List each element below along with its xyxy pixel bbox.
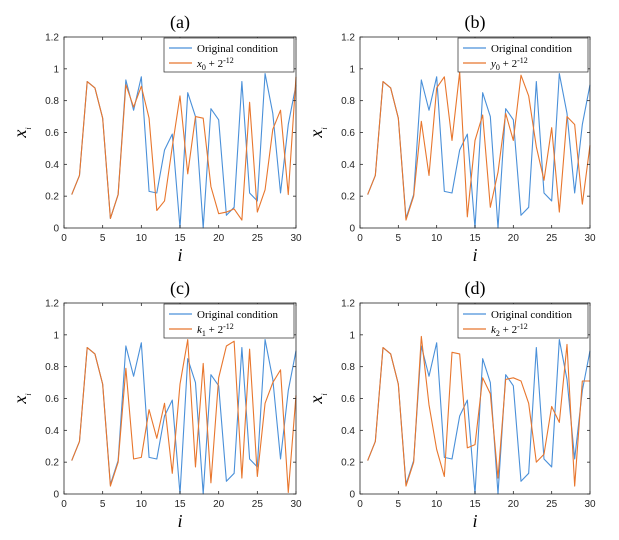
x-tick-label: 5	[100, 499, 106, 510]
y-tick-label: 1.2	[45, 33, 59, 44]
chart-panel-d: 0 5 10 15 20 25 30 0 0.2 0.4 0.6 0.8 1 1.2 (d) i xi Origi…	[306, 278, 596, 531]
y-tick-label: 0.4	[45, 426, 59, 437]
x-tick-label: 20	[213, 233, 225, 244]
y-tick-label: 1	[53, 64, 59, 75]
y-tick-label: 0.4	[45, 160, 59, 171]
y-tick-label: 0.8	[45, 96, 59, 107]
legend-label-original: Original condition	[491, 309, 572, 321]
x-tick-label: 0	[61, 233, 67, 244]
x-tick-label: 15	[469, 233, 481, 244]
x-tick-label: 10	[431, 499, 443, 510]
x-tick-label: 25	[252, 233, 264, 244]
x-tick-label: 0	[357, 499, 363, 510]
y-tick-label: 0.4	[341, 160, 355, 171]
x-tick-label: 15	[174, 499, 186, 510]
y-axis-label: xi	[10, 393, 33, 404]
panel-label: (d)	[465, 278, 486, 299]
y-tick-label: 0.4	[341, 426, 355, 437]
y-axis-label: xi	[306, 127, 329, 138]
x-tick-label: 10	[431, 233, 443, 244]
x-tick-label: 30	[584, 233, 596, 244]
legend-label-perturbed: x0 + 2-12	[196, 56, 234, 72]
y-tick-label: 0	[349, 224, 355, 235]
x-tick-label: 0	[61, 499, 67, 510]
x-tick-label: 30	[290, 233, 302, 244]
panel-label: (a)	[170, 12, 190, 33]
y-tick-label: 0	[349, 490, 355, 501]
x-tick-label: 20	[213, 499, 225, 510]
y-tick-label: 0.6	[341, 394, 355, 405]
series-line-perturbed	[367, 335, 590, 487]
x-tick-label: 5	[396, 499, 402, 510]
x-tick-label: 20	[508, 233, 520, 244]
y-tick-label: 0.6	[341, 128, 355, 139]
y-tick-label: 0.6	[45, 394, 59, 405]
y-tick-label: 0	[53, 224, 59, 235]
legend-box	[163, 303, 295, 339]
series-line-perturbed	[367, 71, 591, 221]
x-tick-label: 10	[136, 233, 148, 244]
y-tick-label: 0.8	[341, 362, 355, 373]
y-tick-label: 1	[53, 330, 59, 341]
x-axis-label: i	[177, 245, 182, 265]
y-tick-label: 0.2	[341, 192, 355, 203]
legend-label-perturbed: y0 + 2-12	[490, 56, 528, 72]
y-axis-label: xi	[306, 393, 329, 404]
y-tick-label: 0.2	[45, 192, 59, 203]
x-axis-label: i	[472, 245, 477, 265]
x-axis-label: i	[177, 511, 182, 531]
legend-label-original: Original condition	[491, 43, 572, 55]
legend-box	[163, 37, 295, 73]
x-tick-label: 30	[584, 499, 596, 510]
legend-label-original: Original condition	[197, 43, 278, 55]
x-tick-label: 0	[357, 233, 363, 244]
legend-label-perturbed: k2 + 2-12	[491, 322, 528, 338]
y-tick-label: 1	[349, 330, 355, 341]
y-tick-label: 0.2	[45, 458, 59, 469]
y-tick-label: 1.2	[45, 299, 59, 310]
y-tick-label: 0	[53, 490, 59, 501]
chart-panel-c: 0 5 10 15 20 25 30 0 0.2 0.4 0.6 0.8 1 1.2 (c) i xi Origi…	[10, 278, 302, 531]
y-tick-label: 1.2	[341, 33, 355, 44]
legend-label-perturbed: k1 + 2-12	[197, 322, 234, 338]
y-tick-label: 0.8	[45, 362, 59, 373]
y-tick-label: 0.2	[341, 458, 355, 469]
panel-label: (b)	[465, 12, 486, 33]
x-tick-label: 25	[252, 499, 264, 510]
x-tick-label: 5	[396, 233, 402, 244]
y-tick-label: 0.6	[45, 128, 59, 139]
x-tick-label: 15	[174, 233, 186, 244]
panel-label: (c)	[170, 278, 190, 299]
y-tick-label: 1	[349, 64, 355, 75]
chart-panel-a: 0 5 10 15 20 25 30 0 0.2 0.4 0.6 0.8 1 1.2 (a) i xi Origi…	[10, 12, 302, 265]
y-tick-label: 1.2	[341, 299, 355, 310]
x-tick-label: 15	[469, 499, 481, 510]
x-tick-label: 25	[546, 499, 558, 510]
legend-label-original: Original condition	[197, 309, 278, 321]
x-tick-label: 10	[136, 499, 148, 510]
x-tick-label: 30	[290, 499, 302, 510]
series-line-perturbed	[71, 339, 297, 493]
legend-box	[457, 303, 589, 339]
x-tick-label: 25	[546, 233, 558, 244]
x-tick-label: 20	[508, 499, 520, 510]
x-tick-label: 5	[100, 233, 106, 244]
chart-panel-b: 0 5 10 15 20 25 30 0 0.2 0.4 0.6 0.8 1 1.2 (b) i xi Origi…	[306, 12, 596, 265]
y-tick-label: 0.8	[341, 96, 355, 107]
legend-box	[457, 37, 589, 73]
y-axis-label: xi	[10, 127, 33, 138]
x-axis-label: i	[472, 511, 477, 531]
series-line-perturbed	[71, 76, 297, 221]
